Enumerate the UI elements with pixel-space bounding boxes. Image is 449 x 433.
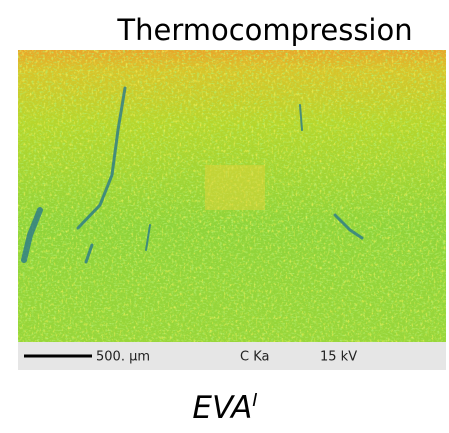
title: Thermocompression xyxy=(116,13,412,47)
voltage-label: 15 kV xyxy=(320,350,357,365)
signal-label: C Ka xyxy=(240,350,269,365)
caption-superscript: I xyxy=(252,390,257,411)
scale-bar-label: 500. µm xyxy=(96,350,150,365)
micrograph xyxy=(18,50,446,342)
info-bar: 500. µm C Ka 15 kV xyxy=(18,342,446,370)
caption-text: EVA xyxy=(192,390,252,426)
caption: EVAI xyxy=(192,390,257,426)
